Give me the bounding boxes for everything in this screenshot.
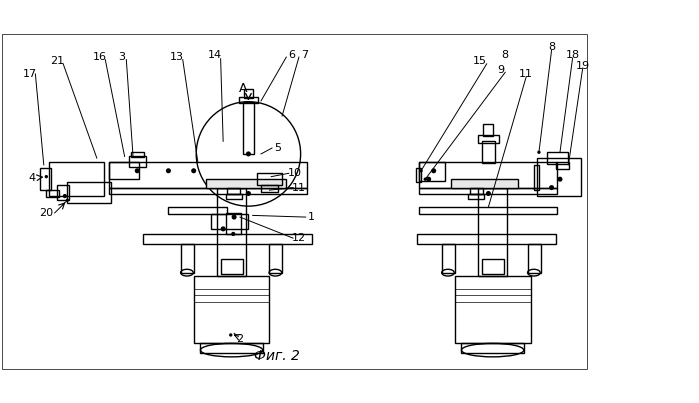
- Text: 3: 3: [119, 52, 126, 62]
- Bar: [131, 152, 144, 157]
- Text: 14: 14: [208, 50, 222, 60]
- Bar: [226, 213, 241, 234]
- Text: 8: 8: [548, 42, 555, 52]
- Circle shape: [549, 185, 554, 190]
- Circle shape: [231, 214, 237, 220]
- Circle shape: [538, 151, 540, 154]
- Bar: [416, 168, 421, 182]
- Bar: [461, 343, 524, 353]
- Bar: [110, 162, 308, 188]
- Bar: [143, 234, 312, 244]
- Circle shape: [246, 152, 251, 156]
- Circle shape: [45, 175, 48, 179]
- Circle shape: [426, 177, 431, 182]
- Text: 16: 16: [92, 52, 106, 62]
- Bar: [419, 188, 558, 194]
- Text: А: А: [239, 83, 247, 96]
- Bar: [129, 156, 145, 166]
- Bar: [482, 259, 503, 274]
- Text: 13: 13: [170, 52, 184, 62]
- Bar: [470, 188, 482, 194]
- Bar: [181, 244, 194, 274]
- Bar: [270, 244, 282, 274]
- Bar: [46, 190, 59, 197]
- Circle shape: [231, 232, 236, 236]
- Circle shape: [419, 169, 423, 172]
- Bar: [243, 102, 254, 154]
- Text: 19: 19: [576, 60, 590, 71]
- Bar: [41, 168, 50, 190]
- Bar: [547, 152, 568, 164]
- Bar: [110, 188, 308, 194]
- Bar: [556, 162, 569, 169]
- Bar: [168, 207, 227, 214]
- Bar: [419, 162, 558, 188]
- Bar: [482, 141, 495, 163]
- Circle shape: [63, 194, 67, 198]
- Circle shape: [66, 199, 69, 202]
- Circle shape: [221, 226, 226, 231]
- Bar: [49, 162, 103, 196]
- Circle shape: [424, 177, 427, 181]
- Bar: [239, 97, 258, 104]
- Circle shape: [229, 333, 232, 337]
- Text: 7: 7: [301, 50, 308, 60]
- Text: 12: 12: [292, 233, 306, 243]
- Text: 11: 11: [292, 183, 306, 193]
- Bar: [110, 162, 139, 179]
- Text: 2: 2: [236, 334, 243, 344]
- Text: Фиг. 2: Фиг. 2: [254, 349, 300, 363]
- Text: 10: 10: [288, 168, 302, 178]
- Bar: [257, 173, 282, 185]
- Bar: [483, 125, 493, 136]
- Circle shape: [558, 177, 563, 182]
- Bar: [417, 234, 556, 244]
- Text: 5: 5: [275, 143, 282, 153]
- Bar: [478, 188, 507, 276]
- Circle shape: [431, 168, 436, 173]
- Circle shape: [246, 191, 251, 196]
- Circle shape: [486, 191, 491, 196]
- Text: 20: 20: [39, 208, 53, 218]
- Bar: [227, 188, 240, 194]
- Bar: [478, 135, 498, 143]
- Bar: [57, 185, 69, 200]
- Bar: [538, 158, 581, 196]
- Text: 9: 9: [498, 65, 505, 75]
- Text: 4: 4: [29, 172, 36, 183]
- Bar: [201, 343, 263, 353]
- Circle shape: [191, 168, 196, 173]
- Bar: [244, 89, 252, 98]
- Bar: [455, 276, 531, 343]
- Bar: [451, 179, 518, 188]
- Bar: [217, 188, 246, 276]
- Text: 18: 18: [565, 50, 579, 60]
- Text: 6: 6: [289, 50, 296, 60]
- Text: 11: 11: [519, 69, 533, 79]
- Bar: [226, 194, 242, 199]
- Text: 17: 17: [22, 69, 36, 79]
- Text: 1: 1: [308, 212, 315, 222]
- Bar: [528, 244, 540, 274]
- Bar: [206, 179, 287, 188]
- Text: 15: 15: [473, 56, 487, 66]
- Bar: [194, 276, 270, 343]
- Bar: [468, 194, 484, 199]
- Bar: [419, 162, 445, 181]
- Bar: [261, 185, 278, 192]
- Bar: [534, 165, 539, 190]
- Circle shape: [166, 168, 171, 173]
- Bar: [221, 259, 243, 274]
- Bar: [67, 182, 111, 203]
- Circle shape: [135, 168, 140, 173]
- Text: 21: 21: [50, 56, 64, 66]
- Bar: [210, 214, 248, 229]
- Bar: [442, 244, 455, 274]
- Text: 8: 8: [502, 50, 509, 60]
- Bar: [419, 207, 558, 214]
